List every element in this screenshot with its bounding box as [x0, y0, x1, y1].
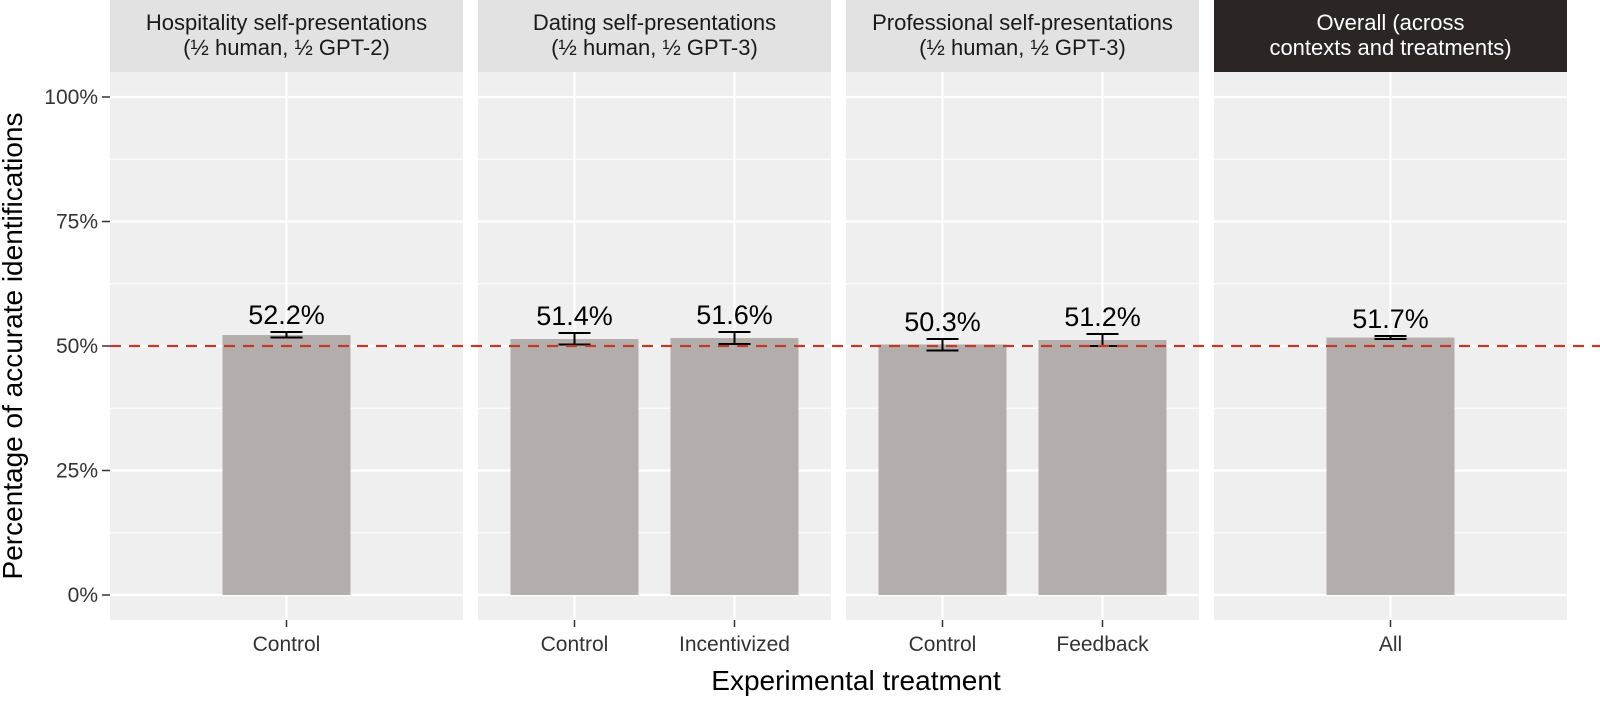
- error-bar: [926, 338, 959, 352]
- y-tick-label: 75%: [56, 211, 98, 234]
- x-tick-label: Incentivized: [679, 633, 790, 656]
- facet-title-line: contexts and treatments): [1269, 35, 1511, 60]
- facet-panel: Dating self-presentations(½ human, ½ GPT…: [478, 0, 831, 656]
- y-tick-label: 25%: [56, 460, 98, 483]
- x-tick-label: Control: [253, 633, 321, 656]
- data-label: 51.6%: [696, 300, 773, 330]
- bar: [510, 339, 639, 595]
- x-tick-label: Feedback: [1056, 633, 1149, 656]
- facet-panels: Hospitality self-presentations(½ human, …: [110, 0, 1567, 656]
- y-tick-label: 0%: [68, 584, 98, 607]
- facet-title-line: (½ human, ½ GPT-2): [183, 35, 390, 60]
- y-tick-label: 50%: [56, 335, 98, 358]
- x-tick-label: Control: [541, 633, 609, 656]
- facet-title-line: Professional self-presentations: [872, 10, 1173, 35]
- bar: [1326, 337, 1455, 595]
- facet-title-line: (½ human, ½ GPT-3): [919, 35, 1126, 60]
- x-tick-label: All: [1379, 633, 1402, 656]
- facet-title-line: Overall (across: [1317, 10, 1465, 35]
- bar: [670, 338, 799, 595]
- facet-strip: [846, 0, 1199, 72]
- data-label: 51.2%: [1064, 302, 1141, 332]
- error-bar: [718, 331, 751, 346]
- y-axis-title: Percentage of accurate identifications: [0, 113, 28, 580]
- data-label: 51.4%: [536, 301, 613, 331]
- facet-strip: [1214, 0, 1567, 72]
- facet-strip: [478, 0, 831, 72]
- error-bar: [270, 331, 303, 339]
- facet-strip: [110, 0, 463, 72]
- y-tick-label: 100%: [44, 86, 98, 109]
- facet-title-line: Hospitality self-presentations: [146, 10, 427, 35]
- data-label: 51.7%: [1352, 304, 1429, 334]
- error-bar: [1374, 335, 1407, 341]
- x-tick-label: Control: [909, 633, 977, 656]
- bar: [222, 335, 351, 595]
- x-axis-title: Experimental treatment: [711, 665, 1001, 696]
- error-bar: [558, 332, 591, 346]
- y-axis: 0% 25% 50% 75% 100%: [44, 86, 110, 607]
- facet-panel: Hospitality self-presentations(½ human, …: [110, 0, 463, 656]
- data-label: 50.3%: [904, 307, 981, 337]
- facet-panel: Professional self-presentations(½ human,…: [846, 0, 1199, 656]
- bar: [1038, 340, 1167, 595]
- bar: [878, 344, 1007, 595]
- facet-title-line: (½ human, ½ GPT-3): [551, 35, 758, 60]
- facet-title-line: Dating self-presentations: [533, 10, 776, 35]
- data-label: 52.2%: [248, 300, 325, 330]
